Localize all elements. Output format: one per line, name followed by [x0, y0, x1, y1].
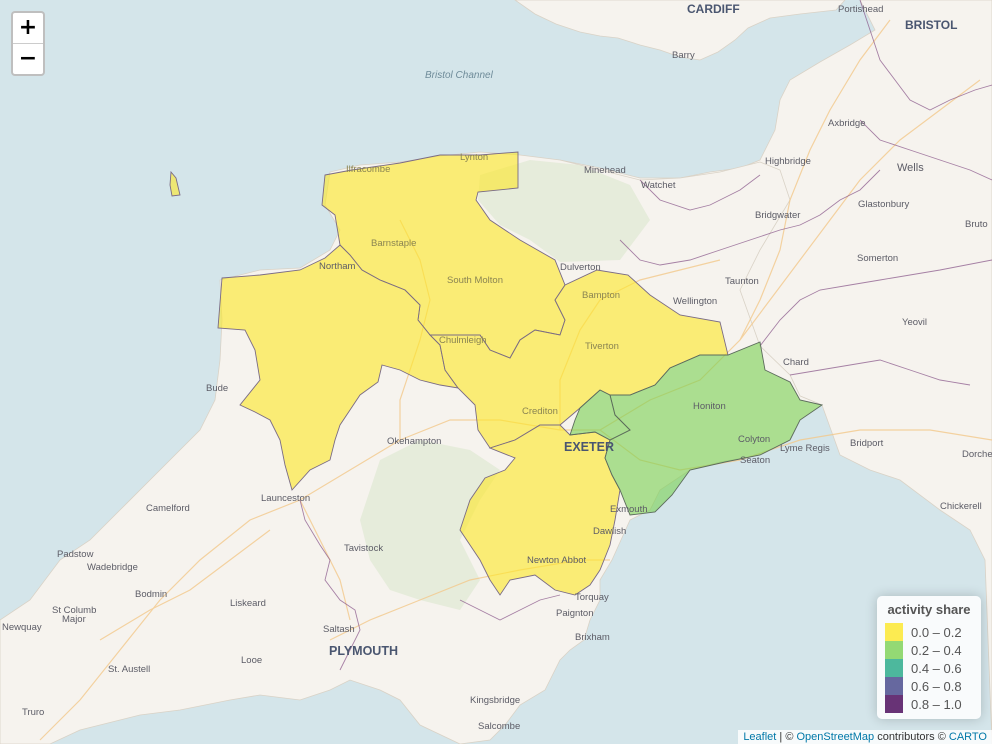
land-wales	[514, 0, 846, 61]
legend-item: 0.0 – 0.2	[885, 623, 973, 641]
label-honiton: Honiton	[693, 401, 726, 412]
label-bristol-channel: Bristol Channel	[425, 70, 494, 81]
label-dorchester: Dorche	[962, 449, 992, 460]
legend-swatch	[885, 623, 903, 641]
label-exmouth: Exmouth	[610, 504, 648, 515]
label-wellington: Wellington	[673, 296, 717, 307]
label-newquay: Newquay	[2, 622, 42, 633]
label-st-columb-major: Major	[62, 614, 86, 625]
label-bude: Bude	[206, 383, 228, 394]
label-dawlish: Dawlish	[593, 526, 626, 537]
legend-title: activity share	[887, 602, 971, 617]
label-minehead: Minehead	[584, 165, 626, 176]
osm-link[interactable]: OpenStreetMap	[796, 731, 875, 743]
label-portishead: Portishead	[838, 4, 883, 15]
label-launceston: Launceston	[261, 493, 310, 504]
label-camelford: Camelford	[146, 503, 190, 514]
label-salcombe: Salcombe	[478, 721, 520, 732]
label-highbridge: Highbridge	[765, 156, 811, 167]
label-truro: Truro	[22, 707, 44, 718]
region-exeter[interactable]	[569, 389, 631, 441]
legend-item: 0.4 – 0.6	[885, 659, 973, 677]
legend-swatch	[885, 695, 903, 713]
label-chard: Chard	[783, 357, 809, 368]
label-northam: Northam	[319, 261, 356, 272]
label-colyton: Colyton	[738, 434, 770, 445]
legend-label: 0.6 – 0.8	[911, 678, 962, 694]
label-bridgwater: Bridgwater	[755, 210, 800, 221]
label-tavistock: Tavistock	[344, 543, 383, 554]
legend-item: 0.6 – 0.8	[885, 677, 973, 695]
label-south-molton: South Molton	[447, 275, 503, 286]
label-st-austell: St. Austell	[108, 664, 150, 675]
label-barry: Barry	[672, 50, 695, 61]
label-watchet: Watchet	[641, 180, 676, 191]
label-plymouth: PLYMOUTH	[329, 644, 398, 658]
leaflet-link[interactable]: Leaflet	[743, 731, 777, 743]
label-ilfracombe: Ilfracombe	[346, 164, 390, 175]
label-chickerell: Chickerell	[940, 501, 982, 512]
legend-item: 0.2 – 0.4	[885, 641, 973, 659]
carto-link[interactable]: CARTO	[948, 731, 987, 743]
attribution: Leaflet | © OpenStreetMap contributors ©…	[738, 730, 992, 744]
region-lundy[interactable]	[169, 170, 181, 197]
label-okehampton: Okehampton	[387, 436, 441, 447]
map-labels: Bristol Channel CARDIFF BRISTOL Portishe…	[2, 2, 992, 732]
legend-label: 0.4 – 0.6	[911, 660, 962, 676]
label-tiverton: Tiverton	[585, 341, 619, 352]
label-paignton: Paignton	[556, 608, 594, 619]
label-somerton: Somerton	[857, 253, 898, 264]
zoom-out-button[interactable]: −	[13, 43, 43, 74]
label-bruton: Bruto	[965, 219, 988, 230]
label-cardiff: CARDIFF	[687, 2, 740, 16]
legend-swatch	[885, 641, 903, 659]
zoom-control: + −	[11, 11, 45, 76]
attribution-mid: contributors ©	[874, 731, 949, 743]
label-liskeard: Liskeard	[230, 598, 266, 609]
label-wells: Wells	[897, 162, 924, 174]
legend-label: 0.0 – 0.2	[911, 624, 962, 640]
legend-item: 0.8 – 1.0	[885, 695, 973, 713]
label-padstow: Padstow	[57, 549, 94, 560]
label-torquay: Torquay	[575, 592, 609, 603]
label-yeovil: Yeovil	[902, 317, 927, 328]
label-bristol: BRISTOL	[905, 18, 957, 32]
label-kingsbridge: Kingsbridge	[470, 695, 520, 706]
legend-swatch	[885, 659, 903, 677]
label-barnstaple: Barnstaple	[371, 238, 416, 249]
legend-label: 0.2 – 0.4	[911, 642, 962, 658]
dartmoor-park	[360, 440, 500, 610]
label-chulmleigh: Chulmleigh	[439, 335, 487, 346]
label-seaton: Seaton	[740, 455, 770, 466]
label-lyme-regis: Lyme Regis	[780, 443, 830, 454]
label-bridport: Bridport	[850, 438, 884, 449]
label-saltash: Saltash	[323, 624, 355, 635]
attribution-sep: | ©	[776, 731, 797, 743]
label-wadebridge: Wadebridge	[87, 562, 138, 573]
region-torridge[interactable]	[217, 244, 460, 491]
label-lynton: Lynton	[460, 152, 488, 163]
exmoor-park	[478, 160, 650, 262]
label-st-columb: St Columb	[52, 605, 96, 616]
legend-swatch	[885, 677, 903, 695]
label-bampton: Bampton	[582, 290, 620, 301]
label-crediton: Crediton	[522, 406, 558, 417]
admin-boundaries	[299, 0, 992, 671]
label-taunton: Taunton	[725, 276, 759, 287]
label-looe: Looe	[241, 655, 262, 666]
legend: activity share 0.0 – 0.2 0.2 – 0.4 0.4 –…	[877, 596, 981, 719]
zoom-in-button[interactable]: +	[18, 15, 38, 40]
label-axbridge: Axbridge	[828, 118, 866, 129]
choropleth-layer	[169, 151, 824, 596]
label-bodmin: Bodmin	[135, 589, 167, 600]
label-brixham: Brixham	[575, 632, 610, 643]
legend-label: 0.8 – 1.0	[911, 696, 962, 712]
label-newton-abbot: Newton Abbot	[527, 555, 587, 566]
label-glastonbury: Glastonbury	[858, 199, 909, 210]
label-exeter: EXETER	[564, 440, 614, 454]
label-dulverton: Dulverton	[560, 262, 601, 273]
